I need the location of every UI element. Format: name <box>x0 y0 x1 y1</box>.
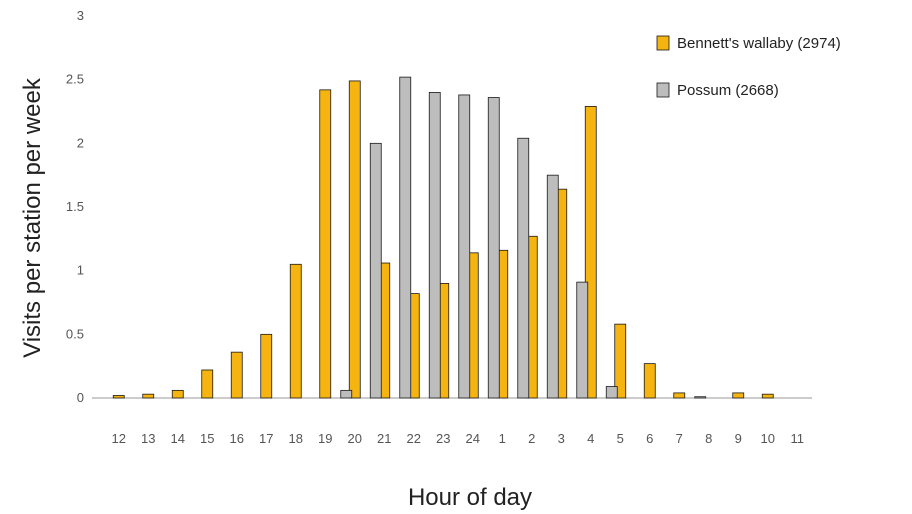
x-tick-label: 1 <box>499 431 506 446</box>
x-tick-label: 23 <box>436 431 450 446</box>
bar-wallaby <box>732 392 745 399</box>
y-tick-label: 2 <box>77 135 84 150</box>
x-tick-label: 4 <box>587 431 594 446</box>
x-tick-label: 6 <box>646 431 653 446</box>
x-tick-label: 9 <box>735 431 742 446</box>
bar-wallaby <box>142 393 155 399</box>
bar-wallaby <box>673 392 686 399</box>
legend: Bennett's wallaby (2974) Possum (2668) <box>656 35 841 99</box>
y-tick-label: 3 <box>77 8 84 23</box>
x-axis: 12 13 14 15 16 17 18 19 20 21 22 23 24 1 2 3 4 5 6 7 8 9 10 11 <box>92 397 812 446</box>
bar-possum <box>340 389 353 399</box>
y-axis: 0 0.5 1 1.5 2 2.5 3 <box>66 8 84 405</box>
bar-possum <box>399 76 412 399</box>
x-tick-label: 7 <box>676 431 683 446</box>
bar-wallaby <box>230 351 243 399</box>
bar-wallaby <box>260 333 273 399</box>
legend-swatch <box>656 35 670 51</box>
bar-wallaby <box>761 393 774 399</box>
bar-wallaby <box>171 389 184 399</box>
y-tick-label: 0 <box>77 390 84 405</box>
x-tick-label: 21 <box>377 431 391 446</box>
legend-swatch <box>656 82 670 98</box>
y-axis-title: Visits per station per week <box>19 77 46 358</box>
x-tick-label: 19 <box>318 431 332 446</box>
x-tick-label: 8 <box>705 431 712 446</box>
y-tick-label: 1 <box>77 263 84 278</box>
x-tick-label: 5 <box>617 431 624 446</box>
bar-possum <box>428 92 441 399</box>
x-axis-title: Hour of day <box>408 484 532 511</box>
bar-wallaby <box>643 363 656 399</box>
bar-possum <box>517 137 530 399</box>
legend-label: Possum (2668) <box>677 82 779 99</box>
x-tick-label: 24 <box>466 431 480 446</box>
x-tick-label: 2 <box>528 431 535 446</box>
bar-wallaby <box>201 369 214 399</box>
y-tick-label: 1.5 <box>66 199 84 214</box>
x-tick-label: 15 <box>200 431 214 446</box>
bar-wallaby <box>348 80 361 399</box>
x-tick-label: 17 <box>259 431 273 446</box>
bar-possum <box>369 142 382 399</box>
bar-wallaby <box>289 263 302 399</box>
bar-possum <box>605 386 618 399</box>
bar-possum <box>487 97 500 399</box>
bar-possum <box>576 281 589 399</box>
x-tick-label: 3 <box>558 431 565 446</box>
x-tick-label: 22 <box>407 431 421 446</box>
bar-wallaby <box>319 89 332 399</box>
bar-possum <box>694 396 707 399</box>
x-tick-label: 16 <box>230 431 244 446</box>
legend-label: Bennett's wallaby (2974) <box>677 35 841 52</box>
x-tick-label: 10 <box>761 431 775 446</box>
y-tick-label: 0.5 <box>66 326 84 341</box>
x-tick-label: 12 <box>112 431 126 446</box>
x-tick-label: 18 <box>289 431 303 446</box>
bar-wallaby <box>614 323 627 399</box>
x-tick-label: 11 <box>791 431 805 446</box>
bar-possum <box>458 94 471 399</box>
bar-possum <box>546 174 559 399</box>
bar-wallaby <box>112 395 125 399</box>
x-tick-label: 13 <box>141 431 155 446</box>
x-tick-label: 14 <box>171 431 185 446</box>
y-tick-label: 2.5 <box>66 72 84 87</box>
bar-wallaby <box>584 106 597 399</box>
x-tick-label: 20 <box>348 431 362 446</box>
bars <box>112 76 774 399</box>
